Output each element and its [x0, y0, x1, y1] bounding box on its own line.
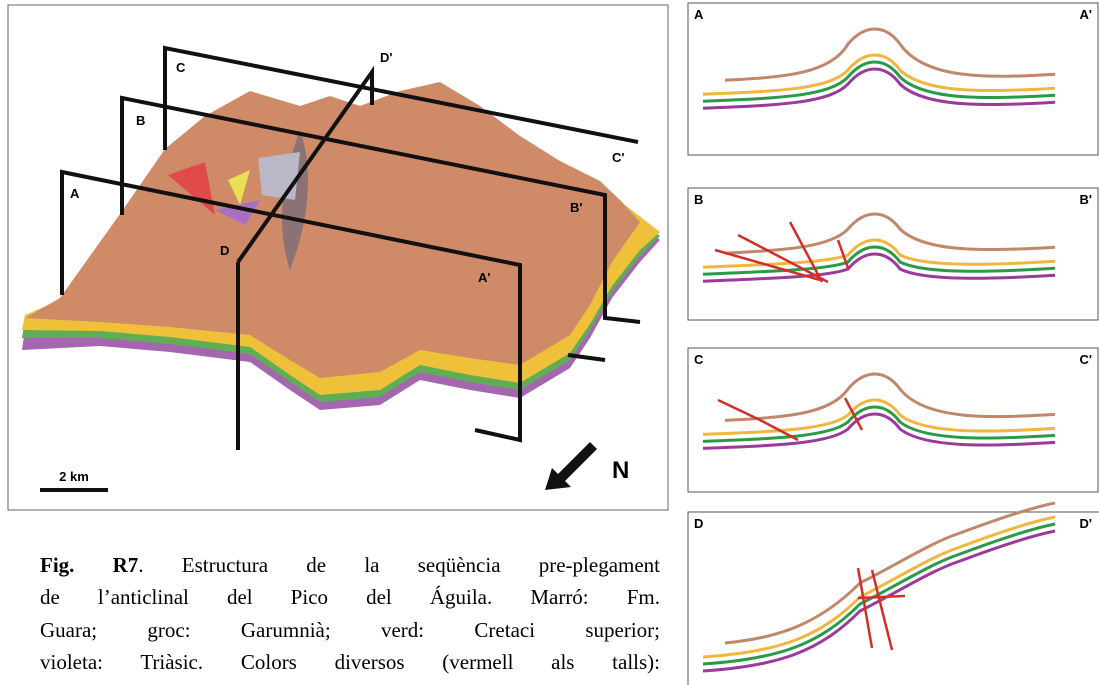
caption-line: Fig. R7. Estructura de la seqüència pre-… [40, 549, 660, 581]
section-label: A [694, 7, 704, 22]
scale-label: 2 km [59, 469, 89, 484]
sections: A A' B B' C C' D D' [688, 3, 1099, 685]
section-label: D [694, 516, 703, 531]
horizon-line [725, 214, 1055, 253]
fault-line [858, 596, 905, 598]
caption-text: . Estructura de la seqüència pre-plegame… [138, 553, 660, 577]
section-label: B' [1080, 192, 1092, 207]
caption-line: Guara; groc: Garumnià; verd: Cretaci sup… [40, 614, 660, 646]
fault-line [738, 235, 828, 282]
section-label: C' [612, 150, 624, 165]
section-label: C' [1080, 352, 1092, 367]
section-label: D [220, 243, 229, 258]
north-label: N [612, 457, 629, 484]
caption-line: violeta: Triàsic. Colors diversos (verme… [40, 646, 660, 678]
section-label: B [694, 192, 703, 207]
caption-label: Fig. R7 [40, 553, 138, 577]
section-label: A' [1080, 7, 1092, 22]
section-label: D' [1080, 516, 1092, 531]
caption-line: de l’anticlinal del Pico del Águila. Mar… [40, 581, 660, 613]
section-label: D' [380, 50, 392, 65]
horizon-line [725, 503, 1055, 643]
section-label: B' [570, 200, 582, 215]
section-label: B [136, 113, 145, 128]
section-label: A' [478, 270, 490, 285]
page: A A' B B' C C' D D' 2 km N A A' B B' C C' D D' Fig. R7… [0, 0, 1099, 685]
section-label: C [176, 60, 186, 75]
section-label: C [694, 352, 704, 367]
horizon-line [703, 254, 1055, 281]
section-label: A [70, 186, 80, 201]
horizon-line [703, 407, 1055, 441]
